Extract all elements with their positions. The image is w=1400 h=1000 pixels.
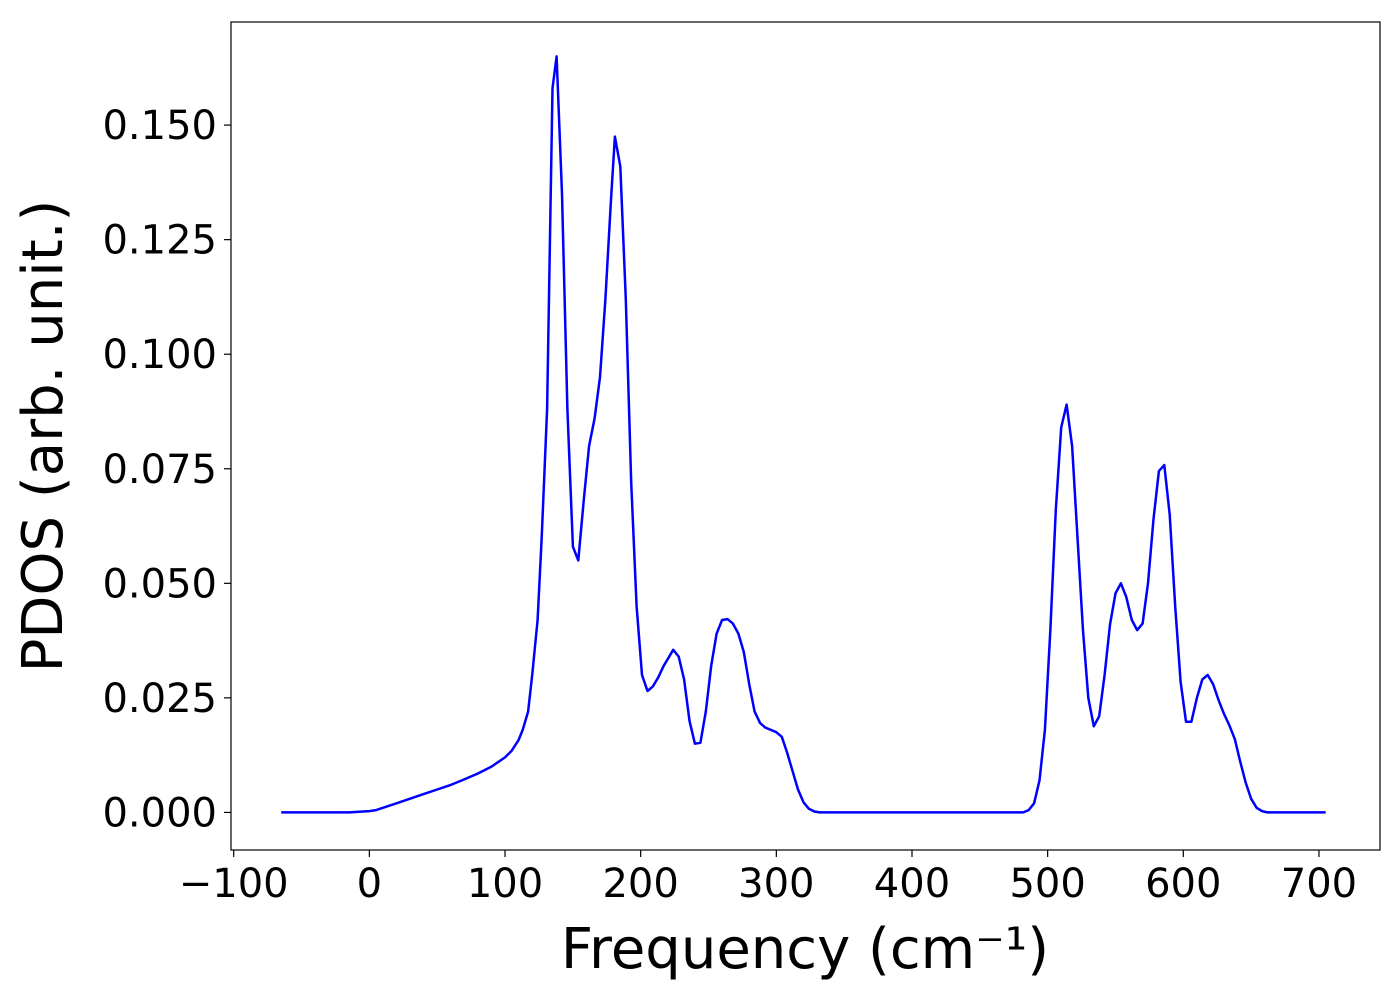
- y-tick-label: 0.025: [102, 676, 217, 722]
- y-tick-label: 0.100: [102, 332, 217, 378]
- x-tick-label: 300: [738, 861, 814, 907]
- x-axis: −100 0 100 200 300 400 500 600 700: [179, 850, 1357, 907]
- x-tick-label: 600: [1145, 861, 1221, 907]
- x-axis-title: Frequency (cm⁻¹): [561, 917, 1049, 982]
- x-tick-label: 400: [874, 861, 950, 907]
- x-tick-label: −100: [179, 861, 289, 907]
- plot-frame: [230, 21, 1381, 851]
- y-axis-title: PDOS (arb. unit.): [11, 200, 76, 673]
- series-layer: [281, 55, 1326, 814]
- x-tick-label: 500: [1009, 861, 1085, 907]
- x-tick-label: 100: [467, 861, 543, 907]
- y-tick-label: 0.125: [102, 218, 217, 264]
- x-tick-label: 700: [1281, 861, 1357, 907]
- y-tick-label: 0.075: [102, 447, 217, 493]
- y-axis: 0.000 0.025 0.050 0.075 0.100 0.125 0.150: [102, 103, 231, 836]
- y-tick-label: 0.050: [102, 561, 217, 607]
- x-tick-label: 200: [602, 861, 678, 907]
- x-tick-label: 0: [357, 861, 382, 907]
- y-tick-label: 0.150: [102, 103, 217, 149]
- pdos-line: [281, 55, 1326, 814]
- y-tick-label: 0.000: [102, 790, 217, 836]
